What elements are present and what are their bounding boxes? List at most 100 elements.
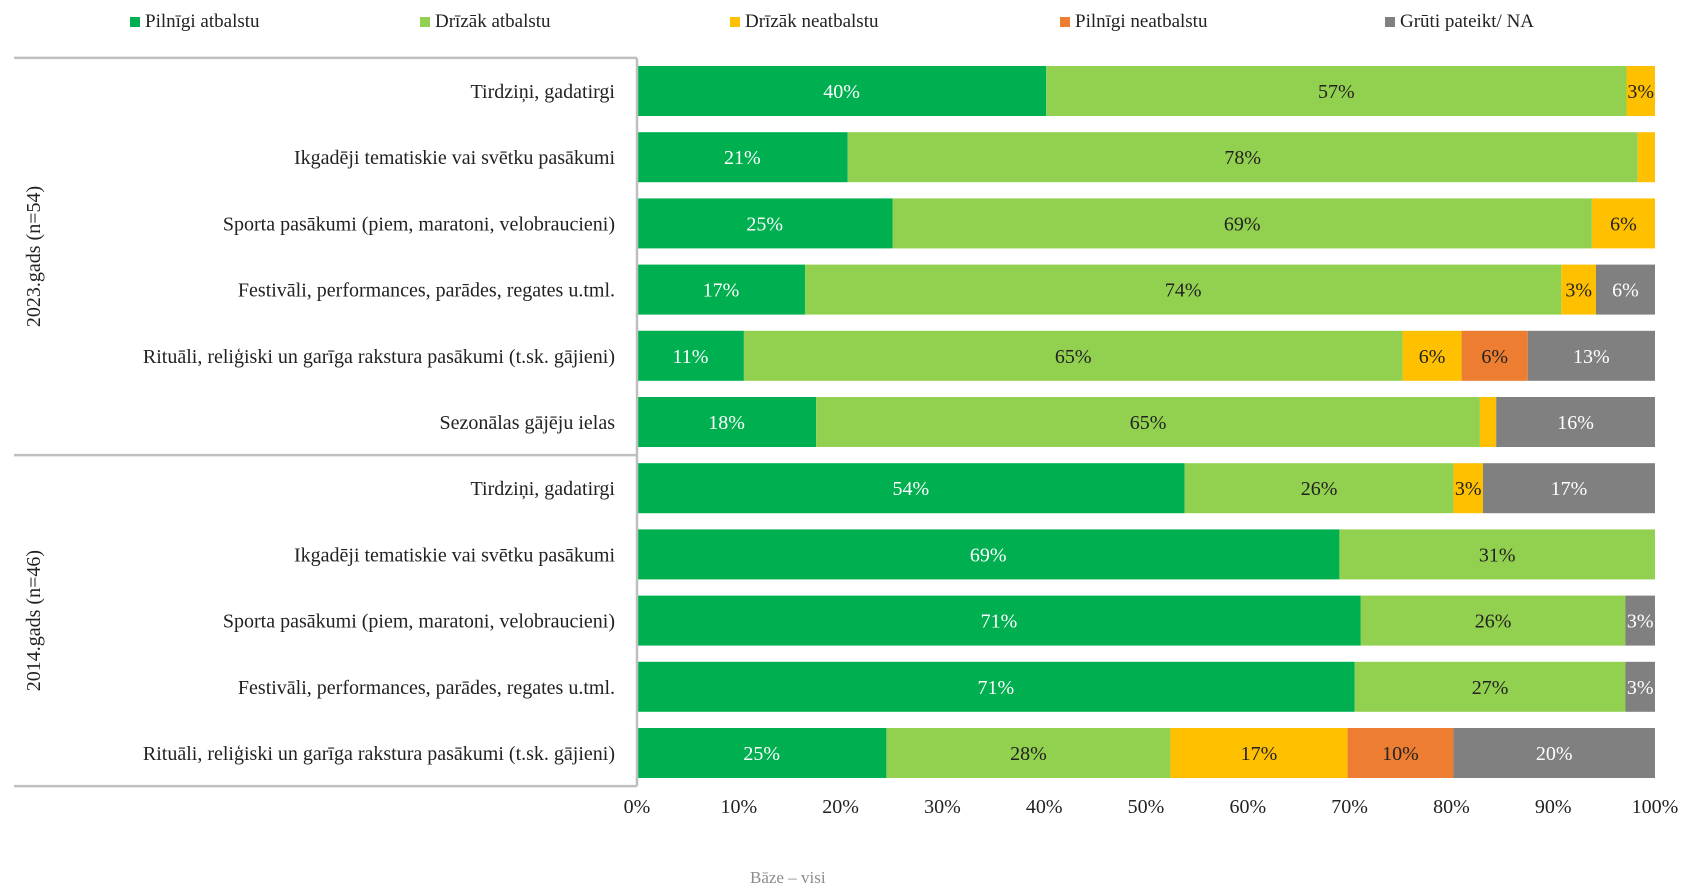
data-label: 74%	[1165, 280, 1202, 302]
data-label: 17%	[1551, 478, 1588, 500]
data-label: 17%	[1241, 743, 1278, 765]
legend-swatch	[420, 17, 430, 27]
x-tick-label: 30%	[924, 796, 961, 818]
data-label: 6%	[1612, 280, 1639, 302]
legend-label: Drīzāk neatbalstu	[745, 11, 879, 32]
data-label: 18%	[708, 412, 745, 434]
data-label: 6%	[1419, 346, 1446, 368]
base-footnote: Bāze – visi	[750, 868, 826, 887]
category-label: Sporta pasākumi (piem, maratoni, velobra…	[223, 611, 615, 633]
data-label: 6%	[1610, 213, 1637, 235]
bar-segment	[1561, 264, 1596, 315]
bar-segment	[1184, 463, 1454, 514]
data-label: 65%	[1130, 412, 1167, 434]
legend-label: Drīzāk atbalstu	[435, 11, 551, 32]
data-label: 40%	[823, 81, 860, 103]
legend-item: Drīzāk neatbalstu	[730, 10, 878, 34]
data-label: 20%	[1536, 743, 1573, 765]
bar-segment	[1046, 66, 1627, 116]
bar-segment	[1527, 330, 1655, 381]
data-label: 31%	[1479, 544, 1516, 566]
data-label: 3%	[1455, 478, 1482, 500]
bar-segment	[637, 463, 1185, 514]
legend-item: Grūti pateikt/ NA	[1385, 10, 1534, 34]
category-label: Ikgadēji tematiskie vai svētku pasākumi	[294, 147, 615, 169]
bar-segment	[804, 264, 1562, 315]
data-label: 65%	[1055, 346, 1092, 368]
category-label: Rituāli, reliģiski un garīga rakstura pa…	[143, 743, 615, 765]
bar-segment	[637, 661, 1355, 712]
data-label: 27%	[1472, 677, 1509, 699]
data-label: 21%	[724, 147, 761, 169]
bar-segment	[1591, 198, 1655, 249]
data-label: 26%	[1475, 611, 1512, 633]
category-label: Festivāli, performances, parādes, regate…	[238, 677, 615, 699]
bar-segment	[1453, 728, 1655, 778]
data-label: 3%	[1627, 611, 1654, 633]
group-label: 2023.gads (n=54)	[23, 186, 45, 327]
data-label: 17%	[703, 280, 740, 302]
bar-segment	[1170, 728, 1348, 778]
bar-segment	[1479, 397, 1497, 447]
data-label: 69%	[1224, 213, 1261, 235]
data-label: 57%	[1318, 81, 1355, 103]
data-label: 26%	[1301, 478, 1338, 500]
data-label: 71%	[981, 611, 1018, 633]
bar-segment	[1360, 595, 1626, 646]
bar-segment	[1496, 397, 1655, 447]
x-tick-label: 70%	[1331, 796, 1368, 818]
bar-segment	[637, 397, 817, 447]
x-tick-label: 40%	[1026, 796, 1063, 818]
data-label: 78%	[1224, 147, 1261, 169]
bar-segment	[637, 595, 1361, 646]
bar-segment	[743, 330, 1403, 381]
x-tick-label: 60%	[1229, 796, 1266, 818]
bar-segment	[1339, 529, 1655, 580]
legend-item: Pilnīgi neatbalstu	[1060, 10, 1207, 34]
data-label: 28%	[1010, 743, 1047, 765]
bar-segment	[637, 728, 887, 778]
data-label: 3%	[1565, 280, 1592, 302]
bar-segment	[637, 66, 1047, 116]
data-label: 3%	[1627, 81, 1654, 103]
legend-label: Pilnīgi neatbalstu	[1075, 11, 1208, 32]
bar-segment	[637, 132, 848, 183]
bar-segment	[847, 132, 1638, 183]
x-tick-label: 100%	[1632, 796, 1679, 818]
legend-swatch	[130, 17, 140, 27]
data-label: 13%	[1573, 346, 1610, 368]
bar-segment	[1626, 66, 1655, 116]
category-label: Sporta pasākumi (piem, maratoni, velobra…	[223, 213, 615, 235]
x-tick-label: 90%	[1535, 796, 1572, 818]
bar-segment	[637, 198, 893, 249]
bar-segment	[1625, 595, 1655, 646]
bar-segment	[886, 728, 1171, 778]
legend-label: Grūti pateikt/ NA	[1400, 11, 1535, 32]
bar-segment	[1461, 330, 1528, 381]
bar-segment	[637, 529, 1340, 580]
x-tick-label: 50%	[1128, 796, 1165, 818]
bar-segment	[1637, 132, 1655, 183]
x-tick-label: 80%	[1433, 796, 1470, 818]
data-label: 16%	[1557, 412, 1594, 434]
category-label: Festivāli, performances, parādes, regate…	[238, 280, 615, 302]
bar-segment	[1595, 264, 1655, 315]
category-label: Tirdziņi, gadatirgi	[471, 81, 616, 103]
x-tick-label: 20%	[822, 796, 859, 818]
legend-swatch	[730, 17, 740, 27]
bar-segment	[637, 330, 744, 381]
data-label: 71%	[978, 677, 1015, 699]
data-label: 10%	[1382, 743, 1419, 765]
bar-segment	[1347, 728, 1454, 778]
category-label: Tirdziņi, gadatirgi	[471, 478, 616, 500]
category-label: Rituāli, reliģiski un garīga rakstura pa…	[143, 346, 615, 368]
data-label: 54%	[893, 478, 930, 500]
legend-item: Pilnīgi atbalstu	[130, 10, 260, 34]
legend-item: Drīzāk atbalstu	[420, 10, 551, 34]
data-label: 3%	[1627, 677, 1654, 699]
data-label: 11%	[672, 346, 708, 368]
legend-swatch	[1385, 17, 1395, 27]
legend-swatch	[1060, 17, 1070, 27]
x-tick-label: 10%	[720, 796, 757, 818]
